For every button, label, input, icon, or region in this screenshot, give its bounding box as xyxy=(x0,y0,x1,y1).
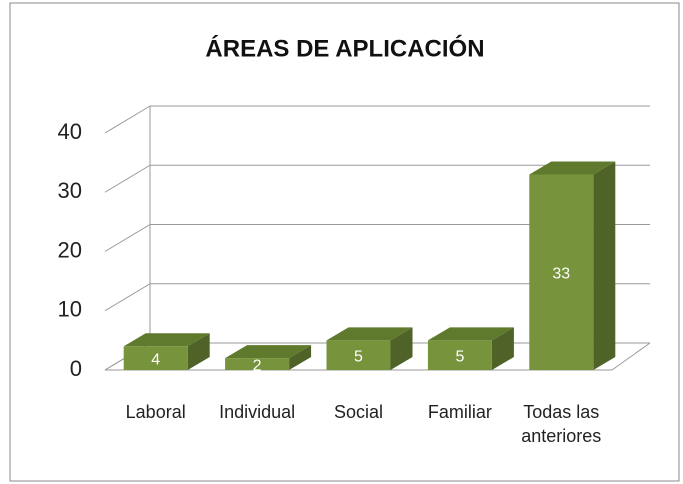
bar xyxy=(225,345,312,370)
bar-top xyxy=(529,161,616,175)
y-tick-label: 40 xyxy=(58,119,82,144)
bar xyxy=(123,333,210,370)
grid-line xyxy=(104,224,151,252)
value-label: 5 xyxy=(455,348,464,365)
y-tick-label: 10 xyxy=(58,297,82,322)
bar-side xyxy=(289,345,312,370)
chart-title: ÁREAS DE APLICACIÓN xyxy=(205,34,484,62)
bar xyxy=(529,161,616,370)
y-tick-label: 30 xyxy=(58,178,82,203)
x-tick-label: Todas las anteriores xyxy=(521,402,602,446)
bar-top xyxy=(427,327,514,341)
x-tick-label: Individual xyxy=(219,402,296,422)
value-label: 5 xyxy=(354,348,363,365)
bar-side xyxy=(491,327,514,370)
grid-line xyxy=(104,283,151,312)
value-label: 33 xyxy=(552,265,570,282)
bar-top xyxy=(123,333,210,347)
bar xyxy=(427,327,514,370)
bar-front xyxy=(123,346,188,370)
x-tick-label: Social xyxy=(333,402,384,422)
bar-top xyxy=(326,327,413,341)
x-tick-label: Familiar xyxy=(427,402,492,422)
grid-line xyxy=(104,105,151,134)
bar xyxy=(326,327,413,370)
x-tick-label: Laboral xyxy=(125,402,186,422)
floor-edge xyxy=(611,342,651,371)
grid-line xyxy=(104,164,151,193)
value-label: 4 xyxy=(151,351,160,368)
bar-top xyxy=(225,345,312,359)
bar-side xyxy=(593,161,616,370)
value-label: 2 xyxy=(253,357,262,374)
bar-front xyxy=(326,340,391,370)
y-tick-label: 0 xyxy=(70,356,82,381)
bar-front xyxy=(427,340,492,370)
bar-side xyxy=(187,333,210,370)
bar-front xyxy=(529,174,594,370)
bar-front xyxy=(225,358,290,370)
y-tick-label: 20 xyxy=(58,237,82,262)
bar-side xyxy=(390,327,413,370)
